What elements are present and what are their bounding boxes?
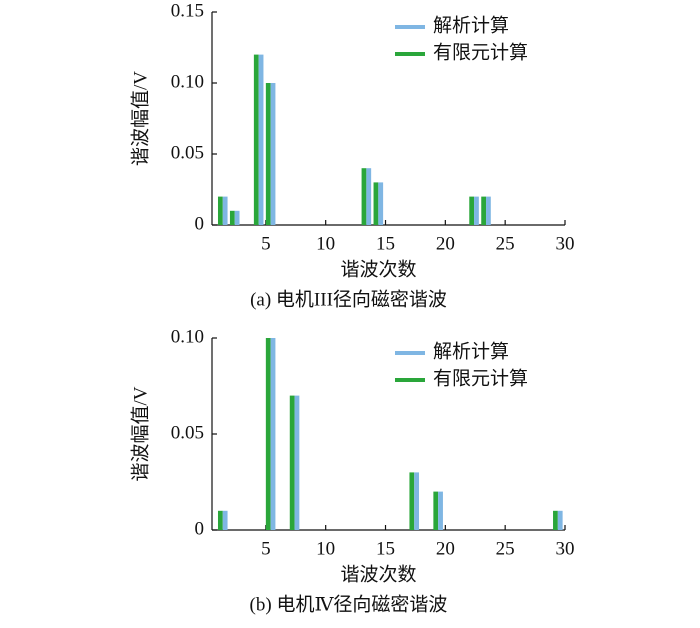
bar [222,510,228,530]
x-tick-label: 30 [556,538,575,559]
x-tick-label: 10 [316,233,335,254]
x-tick-label: 10 [316,538,335,559]
bar [366,168,372,225]
bar [217,510,223,530]
x-tick-label: 15 [376,233,395,254]
y-tick-label: 0.05 [171,142,204,163]
legend-label: 解析计算 [433,14,509,36]
bar [265,83,271,225]
bar [481,196,487,225]
bar [270,83,276,225]
y-tick-label: 0.05 [171,422,204,443]
bar [294,395,300,530]
bar [486,196,491,225]
x-tick-label: 20 [436,233,455,254]
bar [438,491,443,530]
bar [557,510,563,530]
legend-label: 有限元计算 [433,41,528,63]
y-tick-label: 0 [195,213,205,234]
y-tick-label: 0 [195,518,205,539]
legend-label: 有限元计算 [433,367,528,389]
x-tick-label: 15 [376,538,395,559]
bar [265,338,271,530]
x-tick-label: 5 [261,233,271,254]
x-tick-label: 25 [496,538,515,559]
bar [378,182,384,225]
bar [553,510,558,530]
caption: (b) 电机Ⅳ径向磁密谐波 [250,593,448,615]
legend-label: 解析计算 [433,340,509,362]
x-tick-label: 25 [496,233,515,254]
y-axis-label: 谐波幅值/V [129,71,151,166]
x-tick-label: 20 [436,538,455,559]
bar [222,196,228,225]
bar [361,168,367,225]
bar [258,54,264,225]
bar [270,338,276,530]
y-tick-label: 0.15 [171,0,204,21]
bar [373,182,379,225]
bar [229,210,235,225]
bar [409,472,415,530]
x-axis-label: 谐波次数 [340,563,416,585]
bar [433,491,439,530]
x-axis-label: 谐波次数 [340,258,416,280]
bar [234,210,240,225]
caption: (a) 电机III径向磁密谐波 [250,288,447,310]
bar [414,472,420,530]
x-tick-label: 30 [556,233,575,254]
y-tick-label: 0.10 [171,326,204,347]
bar [469,196,475,225]
x-tick-label: 5 [261,538,271,559]
bar [474,196,479,225]
bar [289,395,295,530]
bar [253,54,259,225]
bar [217,196,223,225]
y-tick-label: 0.10 [171,71,204,92]
y-axis-label: 谐波幅值/V [129,386,151,481]
